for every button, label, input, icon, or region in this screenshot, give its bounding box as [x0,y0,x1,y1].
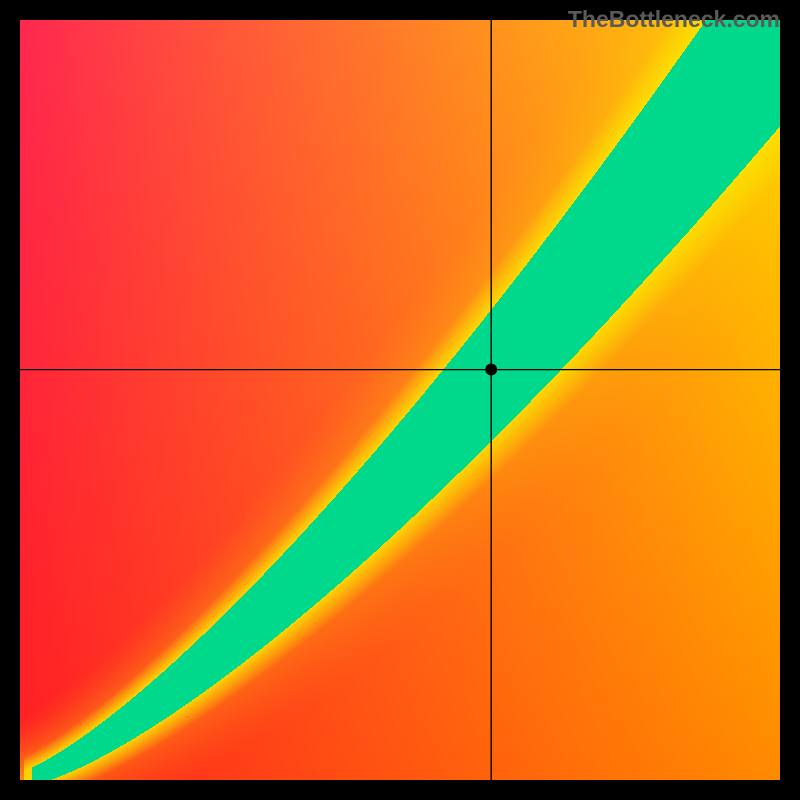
chart-container: { "canvas": { "width": 800, "height": 80… [0,0,800,800]
watermark-text: TheBottleneck.com [568,6,780,33]
heatmap-canvas [0,0,800,800]
